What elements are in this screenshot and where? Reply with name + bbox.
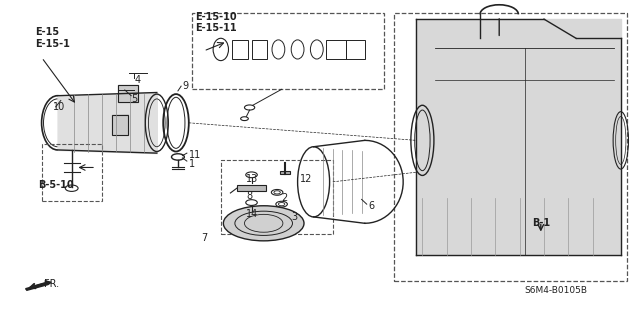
Bar (237, 185, 266, 191)
Bar (346, 40, 365, 59)
Bar (232, 40, 248, 59)
Text: 5: 5 (131, 94, 138, 104)
Text: FR.: FR. (44, 279, 59, 289)
Text: 8: 8 (246, 191, 253, 201)
Bar (42, 144, 102, 201)
Ellipse shape (223, 206, 304, 241)
Text: 7: 7 (202, 233, 208, 243)
Text: 9: 9 (182, 81, 189, 91)
Text: 14: 14 (246, 209, 259, 219)
Bar (280, 171, 290, 174)
Text: B-1: B-1 (532, 218, 550, 228)
Text: 13: 13 (246, 174, 259, 184)
Bar (118, 85, 138, 102)
Text: 6: 6 (368, 201, 374, 211)
Polygon shape (26, 281, 51, 290)
Bar (326, 40, 346, 59)
Text: 4: 4 (134, 75, 141, 85)
Text: B-5-10: B-5-10 (38, 180, 74, 190)
Text: 2: 2 (282, 193, 288, 203)
Bar (252, 40, 267, 59)
Bar (394, 13, 627, 281)
Text: 3: 3 (291, 212, 298, 222)
Text: 1: 1 (189, 159, 195, 169)
Text: E-15
E-15-1: E-15 E-15-1 (35, 27, 70, 49)
Text: E-15-10
E-15-11: E-15-10 E-15-11 (195, 11, 237, 33)
Text: 12: 12 (300, 174, 312, 184)
Text: 11: 11 (189, 150, 201, 160)
Bar (221, 160, 333, 234)
Text: S6M4-B0105B: S6M4-B0105B (525, 286, 588, 295)
Text: 10: 10 (52, 102, 65, 112)
Bar (112, 115, 128, 135)
Bar (192, 13, 384, 89)
